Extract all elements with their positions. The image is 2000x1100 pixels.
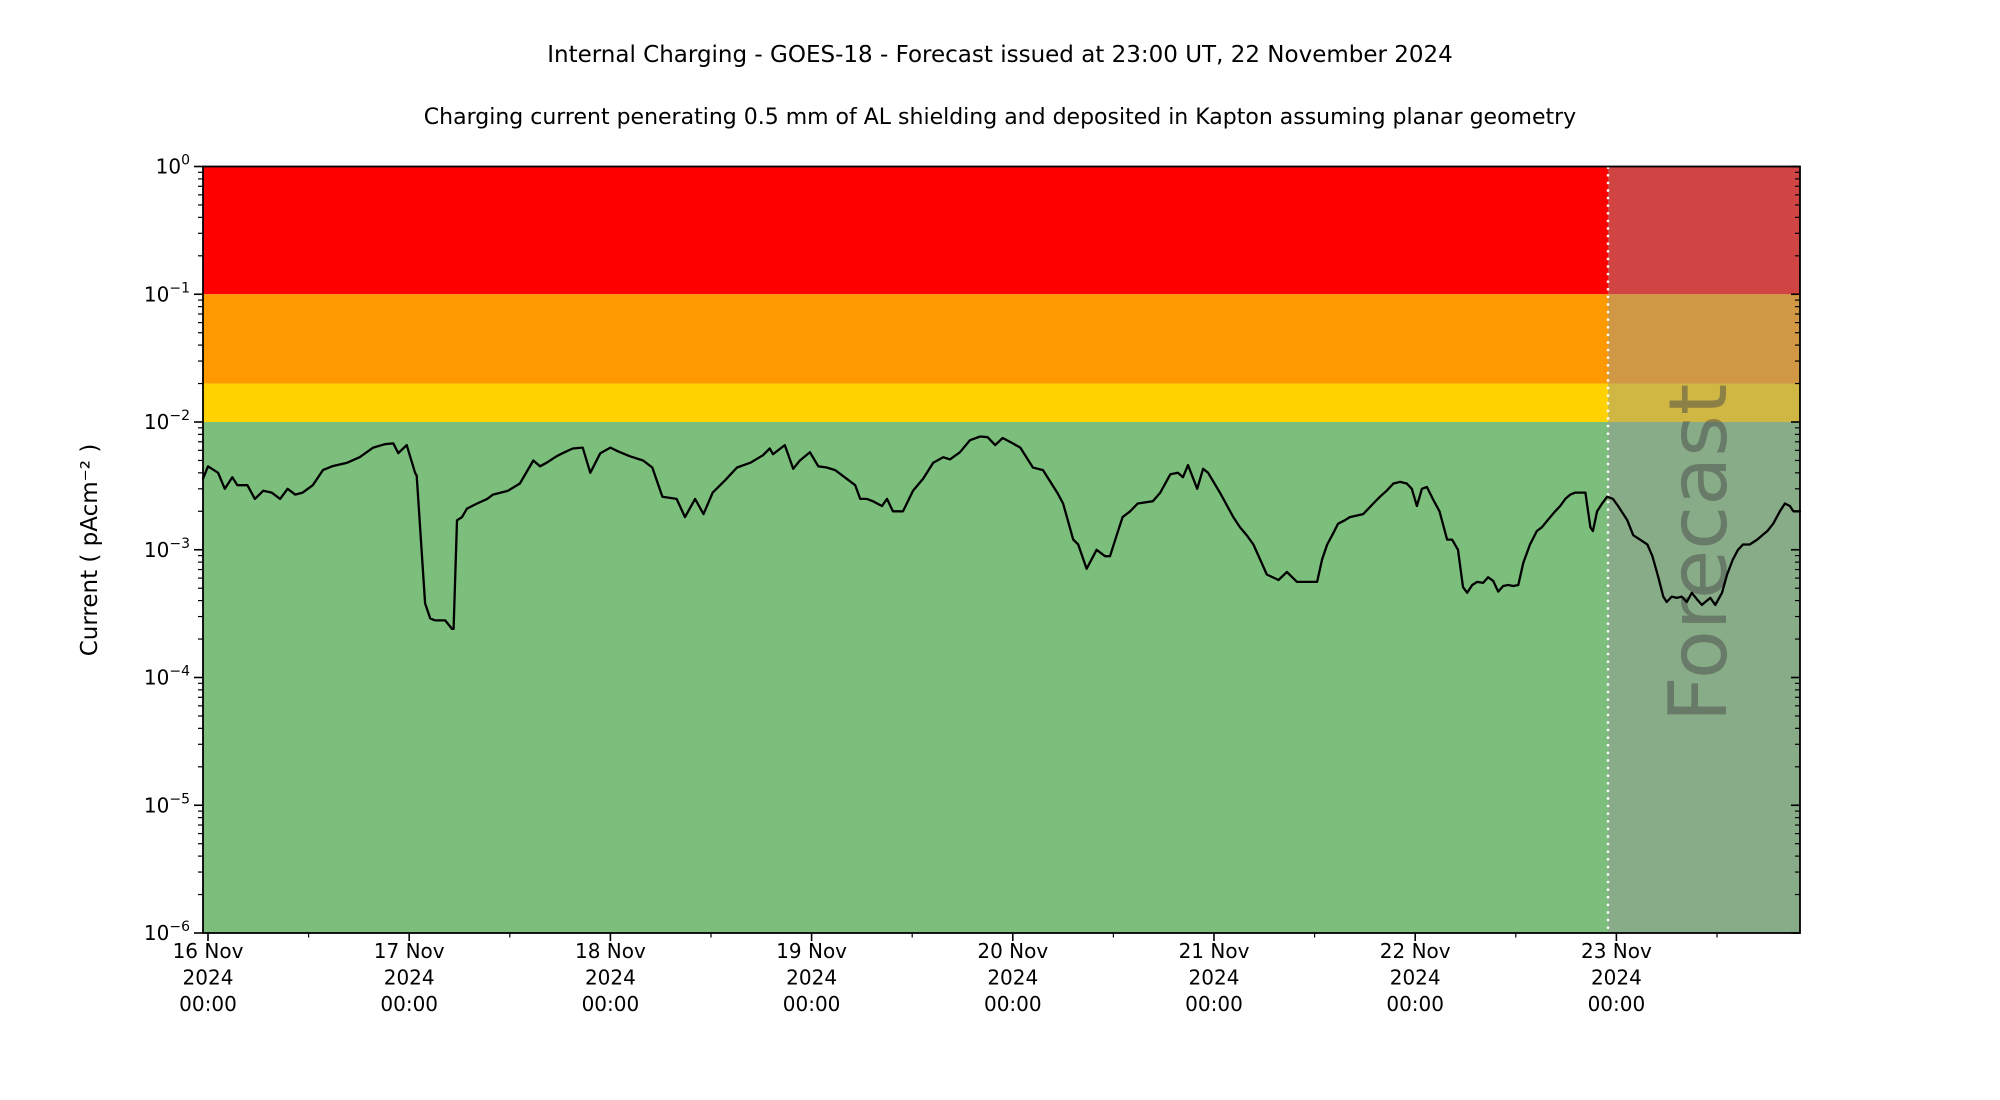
x-tick-label: 20 Nov (977, 939, 1048, 963)
x-tick-label: 00:00 (1386, 992, 1444, 1016)
chart-subtitle: Charging current penerating 0.5 mm of AL… (423, 105, 1577, 130)
band-yellow (203, 383, 1800, 422)
x-tick-label: 2024 (1189, 966, 1240, 990)
x-tick-label: 16 Nov (173, 939, 244, 963)
data-line (201, 435, 1802, 631)
y-tick-label: 10−1 (144, 280, 190, 306)
x-tick-label: 19 Nov (776, 939, 847, 963)
x-tick-label: 2024 (786, 966, 837, 990)
x-tick-label: 00:00 (1185, 992, 1243, 1016)
forecast-watermark: Forecast (1652, 384, 1745, 723)
x-tick-label: 2024 (183, 966, 234, 990)
y-tick-label: 10−5 (144, 791, 190, 817)
x-tick-label: 2024 (1390, 966, 1441, 990)
band-green (203, 422, 1800, 933)
x-tick-label: 23 Nov (1581, 939, 1652, 963)
band-orange (203, 294, 1800, 384)
x-tick-label: 2024 (585, 966, 636, 990)
y-tick-label: 10−6 (144, 919, 190, 945)
x-tick-label: 00:00 (582, 992, 640, 1016)
y-axis-label: Current ( pAcm⁻² ) (77, 444, 103, 657)
x-tick-label: 2024 (987, 966, 1038, 990)
plot-border (202, 165, 1801, 934)
x-tick-label: 17 Nov (374, 939, 445, 963)
x-tick-label: 00:00 (179, 992, 237, 1016)
y-tick-label: 10−4 (144, 664, 190, 690)
x-tick-label: 2024 (384, 966, 435, 990)
chart-title: Internal Charging - GOES-18 - Forecast i… (547, 42, 1453, 68)
threshold-bands (203, 166, 1800, 933)
y-tick-label: 100 (156, 153, 190, 179)
x-tick-label: 18 Nov (575, 939, 646, 963)
y-tick-label: 10−2 (144, 408, 190, 434)
y-axis: 100 10−1 10−2 10−3 10−4 10−5 10−6 (144, 153, 1800, 945)
x-tick-label: 2024 (1591, 966, 1642, 990)
y-tick-label: 10−3 (144, 536, 190, 562)
forecast-overlay (1608, 166, 1800, 933)
band-red (203, 166, 1800, 295)
x-tick-label: 00:00 (1588, 992, 1646, 1016)
x-tick-label: 00:00 (984, 992, 1042, 1016)
x-tick-label: 22 Nov (1380, 939, 1451, 963)
x-tick-label: 00:00 (783, 992, 841, 1016)
x-tick-label: 00:00 (380, 992, 438, 1016)
x-tick-label: 21 Nov (1179, 939, 1250, 963)
